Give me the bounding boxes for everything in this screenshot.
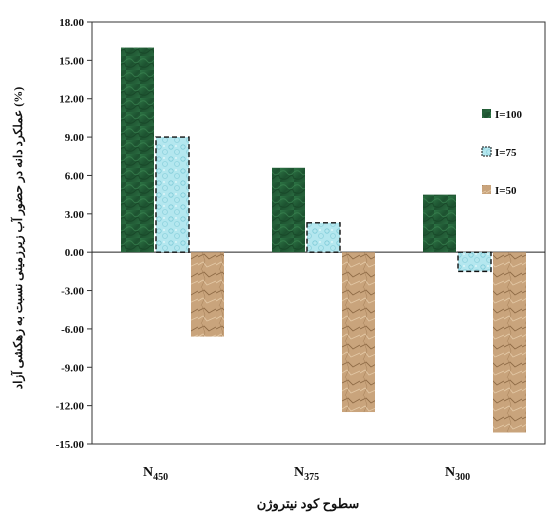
plot-area: 18.00 15.00 12.00 9.00 6.00 3.00 0.00 -3.00 -6.0… bbox=[56, 17, 546, 483]
x-axis-title: سطوح کود نیتروژن bbox=[257, 496, 360, 512]
legend-swatch bbox=[482, 185, 491, 194]
bar-i-75-n375 bbox=[306, 222, 341, 253]
y-axis-title: عملکرد دانه در حضور آب زیرزمینی نسبت به … bbox=[9, 87, 26, 389]
category-label-n375: N375 bbox=[294, 465, 319, 483]
y-tick-label: 18.00 bbox=[59, 17, 84, 29]
bar-i-75-n450 bbox=[155, 136, 190, 253]
legend-label: I=100 bbox=[495, 109, 523, 121]
y-tick-label: 15.00 bbox=[59, 55, 84, 67]
plot-frame bbox=[91, 21, 546, 445]
bar-i-100-n375 bbox=[272, 167, 305, 253]
y-tick-label: -12.00 bbox=[56, 401, 85, 413]
legend: I=100 I=75 I=50 bbox=[481, 109, 523, 197]
category-label-n300: N300 bbox=[445, 465, 470, 483]
y-tick-label: -9.00 bbox=[61, 362, 84, 374]
bar-i-50-n300 bbox=[493, 252, 526, 433]
legend-label: I=50 bbox=[495, 185, 517, 197]
y-tick-label: -3.00 bbox=[61, 286, 84, 298]
legend-swatch bbox=[481, 146, 492, 157]
bar-i-50-n450 bbox=[191, 252, 224, 337]
y-tick-label: -15.00 bbox=[56, 439, 85, 451]
y-tick-label: -6.00 bbox=[61, 324, 84, 336]
y-tick-label: 0.00 bbox=[65, 247, 85, 259]
y-tick-label: 12.00 bbox=[59, 94, 84, 106]
bar-i-100-n300 bbox=[423, 194, 456, 253]
legend-label: I=75 bbox=[495, 147, 517, 159]
legend-swatch bbox=[482, 109, 491, 118]
bar-i-75-n300 bbox=[457, 251, 492, 273]
bar-i-100-n450 bbox=[121, 47, 154, 253]
category-label-n450: N450 bbox=[143, 465, 168, 483]
bar-i-50-n375 bbox=[342, 252, 375, 413]
y-tick-label: 3.00 bbox=[65, 209, 85, 221]
y-tick-label: 9.00 bbox=[65, 132, 85, 144]
y-tick-label: 6.00 bbox=[65, 170, 85, 182]
